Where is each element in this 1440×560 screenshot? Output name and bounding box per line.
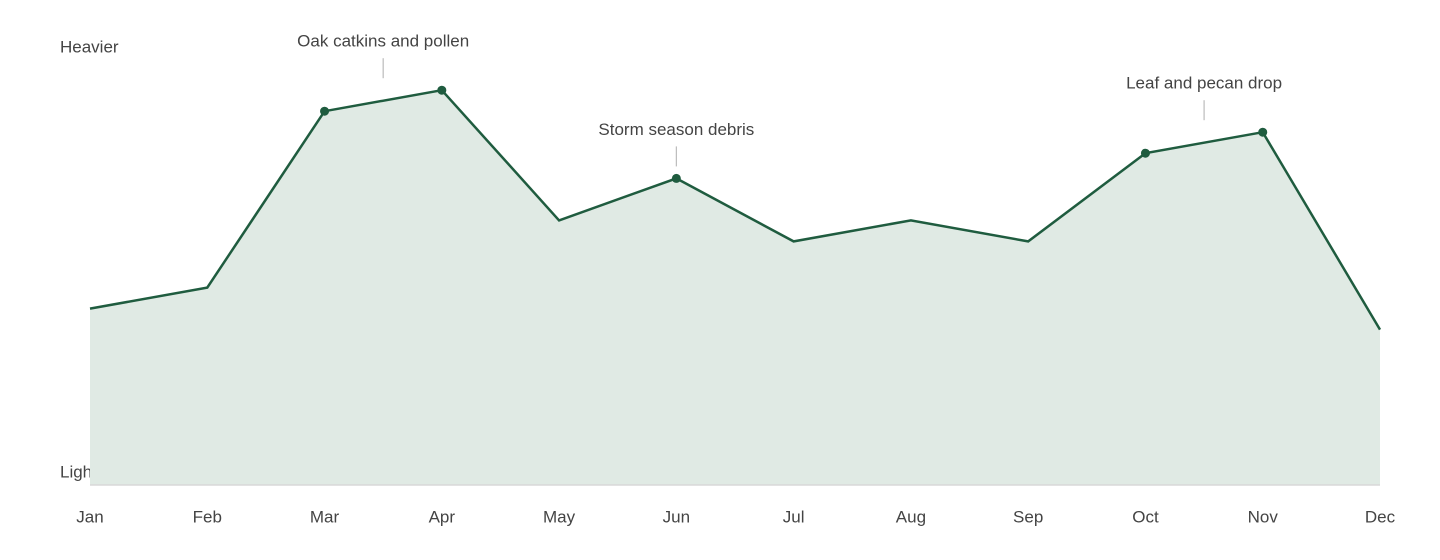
x-tick-label: Aug (896, 507, 926, 526)
x-tick-label: Feb (193, 507, 222, 526)
point (437, 85, 447, 95)
x-tick-label: Jan (76, 507, 103, 526)
point (320, 106, 330, 116)
point (671, 173, 681, 183)
x-tick-label: Nov (1248, 507, 1279, 526)
x-tick-label: Mar (310, 507, 340, 526)
x-tick-label: Sep (1013, 507, 1043, 526)
point (1258, 127, 1268, 137)
x-tick-label: Dec (1365, 507, 1396, 526)
point (1140, 148, 1150, 158)
annotation: Oak catkins and pollen (297, 32, 469, 51)
annotation: Storm season debris (598, 120, 754, 139)
x-tick-label: May (543, 507, 576, 526)
annotation: Leaf and pecan drop (1126, 74, 1282, 93)
x-tick-label: Oct (1132, 507, 1159, 526)
area-line (89, 88, 1382, 331)
x-tick-label: Jun (663, 507, 690, 526)
x-tick-label: Jul (783, 507, 805, 526)
y-top-label: Heavier (60, 37, 119, 56)
area-fill (90, 90, 1380, 485)
x-tick-label: Apr (429, 507, 456, 526)
